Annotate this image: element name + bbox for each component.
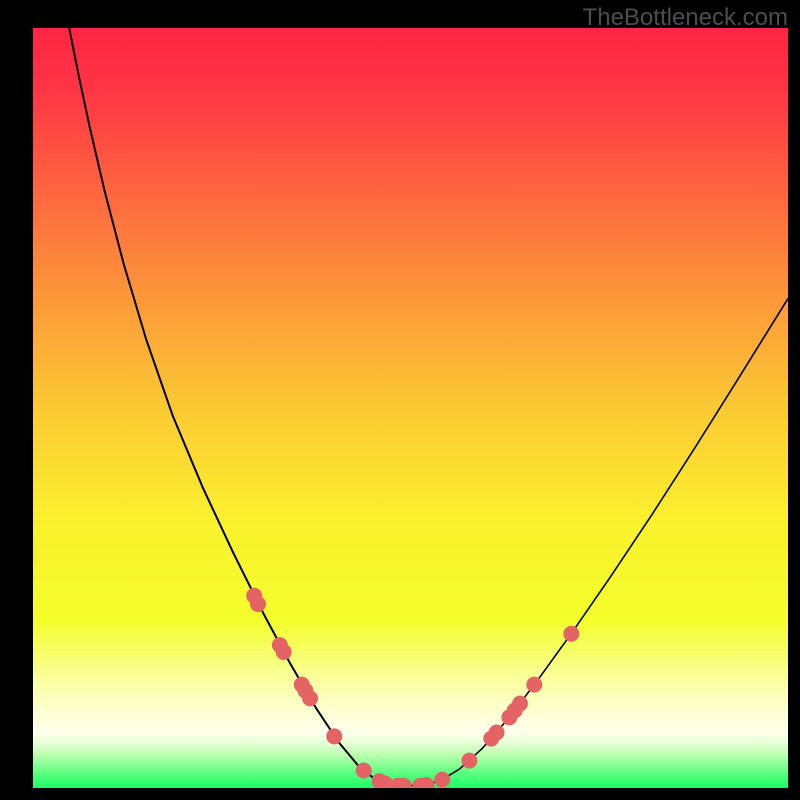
data-marker — [564, 626, 579, 641]
data-marker — [489, 725, 504, 740]
data-marker — [356, 763, 371, 778]
watermark-label: TheBottleneck.com — [583, 4, 788, 32]
data-marker — [419, 777, 434, 788]
data-marker — [512, 696, 527, 711]
chart-overlay — [33, 28, 788, 788]
data-marker — [462, 753, 477, 768]
curve-left — [69, 28, 425, 786]
data-marker — [527, 677, 542, 692]
data-marker — [250, 597, 265, 612]
data-marker — [276, 644, 291, 659]
data-marker — [303, 691, 318, 706]
data-markers — [247, 588, 579, 788]
plot-area — [33, 28, 788, 788]
data-marker — [435, 772, 450, 787]
data-marker — [327, 729, 342, 744]
data-marker — [396, 778, 411, 788]
chart-root: TheBottleneck.com — [0, 0, 800, 800]
curve-right — [426, 299, 788, 785]
